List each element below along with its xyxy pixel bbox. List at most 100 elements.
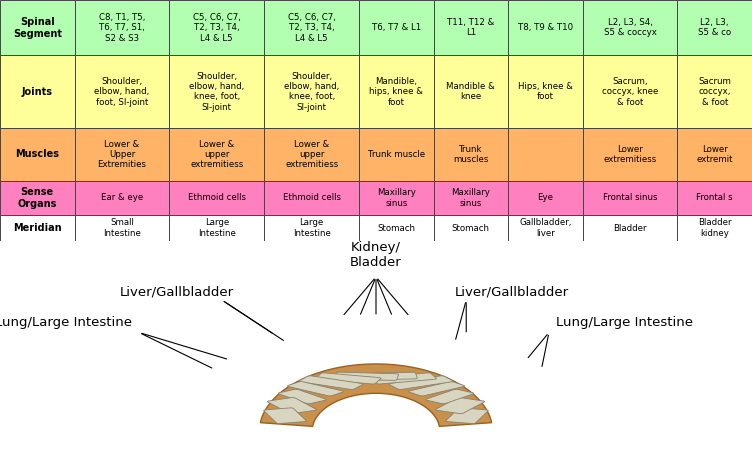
Bar (434, 215, 508, 241)
Polygon shape (260, 364, 492, 426)
Bar (0, 128, 74, 181)
FancyBboxPatch shape (371, 373, 436, 384)
Bar (583, 55, 678, 128)
Text: Lower
extremit: Lower extremit (696, 145, 733, 164)
Bar (264, 55, 359, 128)
FancyBboxPatch shape (446, 408, 488, 423)
Text: Maxillary
sinus: Maxillary sinus (377, 188, 416, 207)
Text: Small
Intestine: Small Intestine (103, 218, 141, 238)
Text: C5, C6, C7,
T2, T3, T4,
L4 & L5: C5, C6, C7, T2, T3, T4, L4 & L5 (193, 13, 241, 43)
Bar (434, 181, 508, 215)
Text: T11, T12 &
L1: T11, T12 & L1 (447, 18, 495, 37)
Bar (74, 128, 169, 181)
FancyBboxPatch shape (335, 372, 399, 381)
Text: Frontal s: Frontal s (696, 193, 733, 202)
Bar (169, 55, 264, 128)
FancyBboxPatch shape (268, 398, 317, 414)
Bar (583, 128, 678, 181)
Bar (169, 128, 264, 181)
FancyBboxPatch shape (278, 389, 326, 404)
Bar (583, 215, 678, 241)
Text: Maxillary
sinus: Maxillary sinus (451, 188, 490, 207)
Text: Joints: Joints (22, 87, 53, 97)
Text: Frontal sinus: Frontal sinus (603, 193, 657, 202)
Bar (74, 0, 169, 55)
Text: Lung/Large Intestine: Lung/Large Intestine (556, 316, 693, 328)
FancyBboxPatch shape (408, 382, 465, 396)
Text: Bladder: Bladder (614, 224, 647, 233)
Text: Ethmoid cells: Ethmoid cells (283, 193, 341, 202)
Text: Spinal
Segment: Spinal Segment (13, 17, 62, 38)
Text: Lower &
Upper
Extremities: Lower & Upper Extremities (98, 139, 147, 169)
Bar (508, 55, 583, 128)
Text: Lung/Large Intestine: Lung/Large Intestine (0, 316, 132, 328)
FancyBboxPatch shape (389, 376, 453, 390)
Bar (508, 181, 583, 215)
Bar (0, 55, 74, 128)
Bar (264, 181, 359, 215)
Bar (434, 128, 508, 181)
Text: Stomach: Stomach (378, 224, 415, 233)
Bar (359, 55, 434, 128)
Text: Liver/Gallbladder: Liver/Gallbladder (454, 285, 569, 298)
Bar (74, 215, 169, 241)
FancyBboxPatch shape (264, 408, 306, 423)
Text: Mandible &
knee: Mandible & knee (447, 82, 496, 101)
FancyBboxPatch shape (353, 372, 417, 381)
Text: Shoulder,
elbow, hand,
knee, foot,
SI-joint: Shoulder, elbow, hand, knee, foot, SI-jo… (284, 72, 339, 112)
Bar (359, 0, 434, 55)
FancyBboxPatch shape (299, 376, 363, 390)
FancyBboxPatch shape (426, 389, 474, 404)
Text: Gallbladder,
liver: Gallbladder, liver (519, 218, 572, 238)
FancyBboxPatch shape (287, 382, 344, 396)
Bar (264, 215, 359, 241)
Bar (359, 215, 434, 241)
Bar (678, 128, 752, 181)
Text: Lower &
upper
extremitiess: Lower & upper extremitiess (190, 139, 244, 169)
Bar (169, 181, 264, 215)
Text: L2, L3, S4,
S5 & coccyx: L2, L3, S4, S5 & coccyx (604, 18, 656, 37)
Text: Meridian: Meridian (13, 223, 62, 233)
Text: Mandible,
hips, knee &
foot: Mandible, hips, knee & foot (369, 77, 423, 106)
Text: Ethmoid cells: Ethmoid cells (188, 193, 246, 202)
Text: Large
Intestine: Large Intestine (293, 218, 331, 238)
Text: T6, T7 & L1: T6, T7 & L1 (371, 23, 421, 32)
Text: T8, T9 & T10: T8, T9 & T10 (518, 23, 573, 32)
Text: Ear & eye: Ear & eye (101, 193, 143, 202)
Text: Stomach: Stomach (452, 224, 490, 233)
Bar (583, 0, 678, 55)
Bar (583, 181, 678, 215)
Bar (359, 181, 434, 215)
Bar (508, 215, 583, 241)
Bar (678, 215, 752, 241)
FancyBboxPatch shape (435, 398, 484, 414)
Text: Large
Intestine: Large Intestine (198, 218, 235, 238)
Text: Hips, knee &
foot: Hips, knee & foot (518, 82, 573, 101)
Text: C5, C6, C7,
T2, T3, T4,
L4 & L5: C5, C6, C7, T2, T3, T4, L4 & L5 (288, 13, 335, 43)
Text: Liver/Gallbladder: Liver/Gallbladder (120, 285, 234, 298)
Text: Shoulder,
elbow, hand,
knee, foot,
SI-joint: Shoulder, elbow, hand, knee, foot, SI-jo… (190, 72, 244, 112)
Bar (0, 215, 74, 241)
Text: Lower &
upper
extremitiess: Lower & upper extremitiess (285, 139, 338, 169)
Text: Trunk
muscles: Trunk muscles (453, 145, 489, 164)
Bar (264, 128, 359, 181)
Text: Kidney/
Bladder: Kidney/ Bladder (350, 240, 402, 268)
Text: Sense
Organs: Sense Organs (17, 187, 57, 209)
Bar (508, 0, 583, 55)
Text: Shoulder,
elbow, hand,
foot, SI-joint: Shoulder, elbow, hand, foot, SI-joint (94, 77, 150, 106)
Bar (74, 181, 169, 215)
Bar (508, 128, 583, 181)
Bar (678, 0, 752, 55)
Bar (0, 181, 74, 215)
FancyBboxPatch shape (316, 373, 381, 384)
Text: Lower
extremitiess: Lower extremitiess (603, 145, 656, 164)
Bar (264, 0, 359, 55)
Text: Sacrum,
coccyx, knee
& foot: Sacrum, coccyx, knee & foot (602, 77, 658, 106)
Text: Trunk muscle: Trunk muscle (368, 150, 425, 159)
Text: L2, L3,
S5 & co: L2, L3, S5 & co (698, 18, 731, 37)
Text: Bladder
kidney: Bladder kidney (698, 218, 732, 238)
Text: C8, T1, T5,
T6, T7, S1,
S2 & S3: C8, T1, T5, T6, T7, S1, S2 & S3 (99, 13, 145, 43)
Bar (434, 0, 508, 55)
Bar (74, 55, 169, 128)
Bar (678, 55, 752, 128)
